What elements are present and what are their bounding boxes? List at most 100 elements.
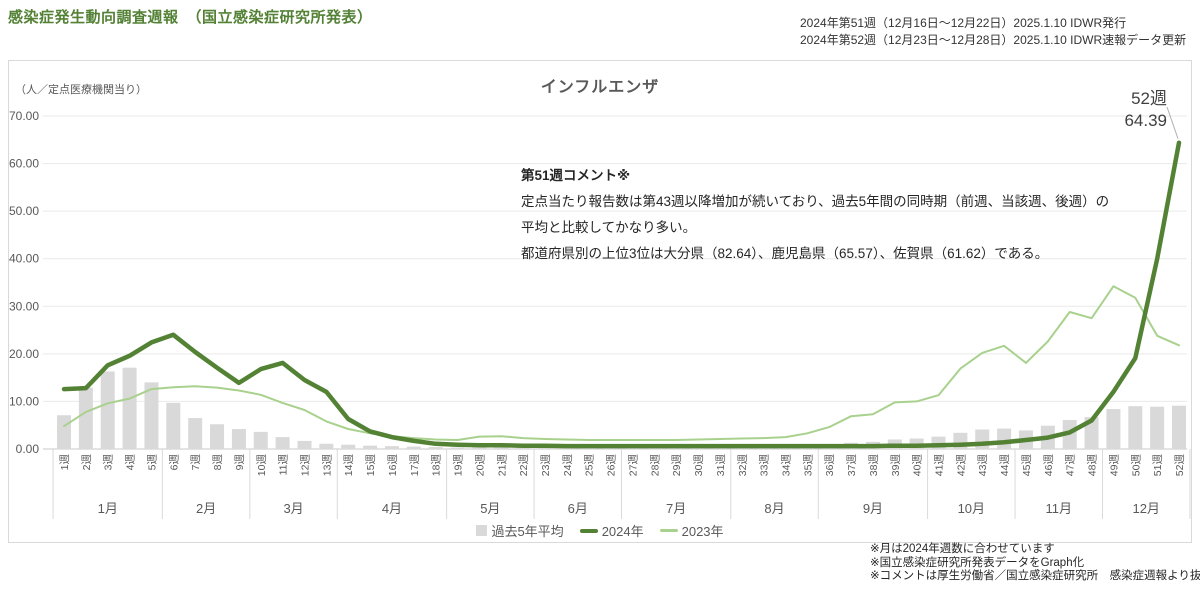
legend-label: 2024年 [601,524,644,539]
x-tick-label: 46週 [1043,454,1055,477]
month-label: 9月 [863,501,883,516]
legend-item-2024: 2024年 [579,521,644,540]
bar-week-4 [122,367,137,449]
footnotes: ※月は2024年週数に合わせています ※国立感染症研究所発表データをGraph化… [870,543,1200,584]
x-tick-label: 24週 [562,454,574,477]
x-tick-label: 2週 [81,454,93,471]
bar-week-21 [494,447,509,449]
chart-legend: 過去5年平均 2024年 2023年 [9,521,1191,540]
bar-week-24 [559,448,574,449]
x-tick-label: 36週 [824,454,836,477]
y-tick-label: 40.00 [9,252,39,266]
month-label: 6月 [568,501,588,516]
x-tick-label: 29週 [671,454,683,477]
x-tick-label: 45週 [1021,454,1033,477]
x-tick-label: 48週 [1087,454,1099,477]
legend-item-2023: 2023年 [659,521,724,540]
bar-week-11 [275,437,290,449]
annotation-leader-line [1166,106,1179,139]
month-label: 5月 [480,501,500,516]
issue-line-week52: 2024年第52週（12月23日〜12月28日）2025.1.10 IDWR速報… [800,33,1187,47]
annotation-peak-value: 64.39 [1124,111,1167,130]
bar-week-29 [669,448,684,449]
x-tick-label: 25週 [584,454,596,477]
bar-week-3 [100,371,115,449]
bar-week-14 [341,444,356,449]
x-tick-label: 47週 [1065,454,1077,477]
month-label: 3月 [283,501,303,516]
x-tick-label: 19週 [453,454,465,477]
bar-week-18 [428,447,443,449]
bar-week-51 [1150,406,1165,449]
bar-week-17 [406,446,421,449]
report-title: 感染症発生動向調査週報 （国立感染症研究所発表） [8,9,373,26]
y-tick-label: 10.00 [9,394,39,408]
x-tick-label: 23週 [540,454,552,477]
x-tick-label: 51週 [1152,454,1164,477]
bar-week-8 [210,424,225,449]
month-label: 2月 [196,501,216,516]
chart-title: インフルエンザ [540,79,660,96]
x-tick-label: 32週 [737,454,749,477]
x-tick-label: 10週 [256,454,268,477]
bar-week-16 [384,446,399,449]
bar-week-25 [581,448,596,449]
bar-week-22 [516,447,531,449]
bar-week-30 [691,448,706,449]
legend-swatch-bar [476,525,488,536]
line-2023年 [63,285,1180,441]
line-2024年 [61,140,1182,449]
bar-week-28 [647,448,662,449]
influenza-chart: 0.00 10.00 20.00 30.00 40.00 50.00 60.00 70.00 1… [9,106,1191,519]
comment-block: 第51週コメント※ 定点当たり報告数は第43週以降増加が続いており、過去5年間の… [521,163,1169,267]
x-tick-label: 6週 [168,454,180,471]
legend-item-past5yr-average: 過去5年平均 [476,521,564,540]
issue-info: 2024年第51週（12月16日〜12月22日）2025.1.10 IDWR発行… [800,15,1186,49]
bar-week-10 [253,431,268,449]
x-tick-label: 12週 [299,454,311,477]
x-tick-label: 11週 [278,454,290,476]
bar-week-9 [231,429,246,449]
x-tick-label: 8週 [212,454,224,471]
x-tick-label: 35週 [802,454,814,477]
x-tick-label: 39週 [890,454,902,477]
y-tick-label: 0.00 [16,442,40,456]
x-tick-label: 43週 [977,454,989,477]
x-tick-label: 41週 [934,454,946,477]
x-tick-label: 33週 [759,454,771,477]
bar-week-52 [1172,405,1187,449]
footnote-line: ※国立感染症研究所発表データをGraph化 [870,556,1085,569]
x-tick-label: 14週 [343,454,355,477]
bar-week-26 [603,448,618,449]
bar-week-49 [1106,409,1121,449]
bar-week-7 [188,418,203,449]
legend-label: 2023年 [681,524,724,539]
x-tick-label: 26週 [606,454,618,477]
month-label: 4月 [382,501,402,516]
bar-week-27 [625,448,640,449]
month-label: 11月 [1046,501,1073,516]
footnote-line: ※コメントは厚生労働省／国立感染症研究所 感染症週報より抜粋 [870,570,1200,582]
bar-week-2 [78,387,93,449]
bar-week-20 [472,447,487,449]
x-tick-label: 44週 [999,454,1011,477]
x-tick-label: 28週 [649,454,661,477]
x-tick-label: 4週 [125,454,137,471]
x-tick-label: 15週 [365,454,377,477]
issue-line-week51: 2024年第51週（12月16日〜12月22日）2025.1.10 IDWR発行 [800,16,1127,30]
bar-week-23 [537,448,552,449]
legend-swatch-line-2023 [659,529,678,532]
bar-week-31 [712,448,727,449]
comment-line: 都道府県別の上位3位は大分県（82.64）、鹿児島県（65.57）、佐賀県（61… [521,246,1049,261]
comment-heading: 第51週コメント※ [521,168,631,183]
footnote-line: ※月は2024年週数に合わせています [870,543,1055,555]
bar-week-6 [166,402,181,449]
month-label: 1月 [98,501,118,516]
x-tick-label: 30週 [693,454,705,477]
x-tick-label: 20週 [474,454,486,477]
x-tick-label: 16週 [387,454,399,477]
comment-line: 平均と比較してかなり多い。 [521,220,697,235]
y-tick-label: 20.00 [9,347,39,361]
y-tick-label: 30.00 [9,299,39,313]
